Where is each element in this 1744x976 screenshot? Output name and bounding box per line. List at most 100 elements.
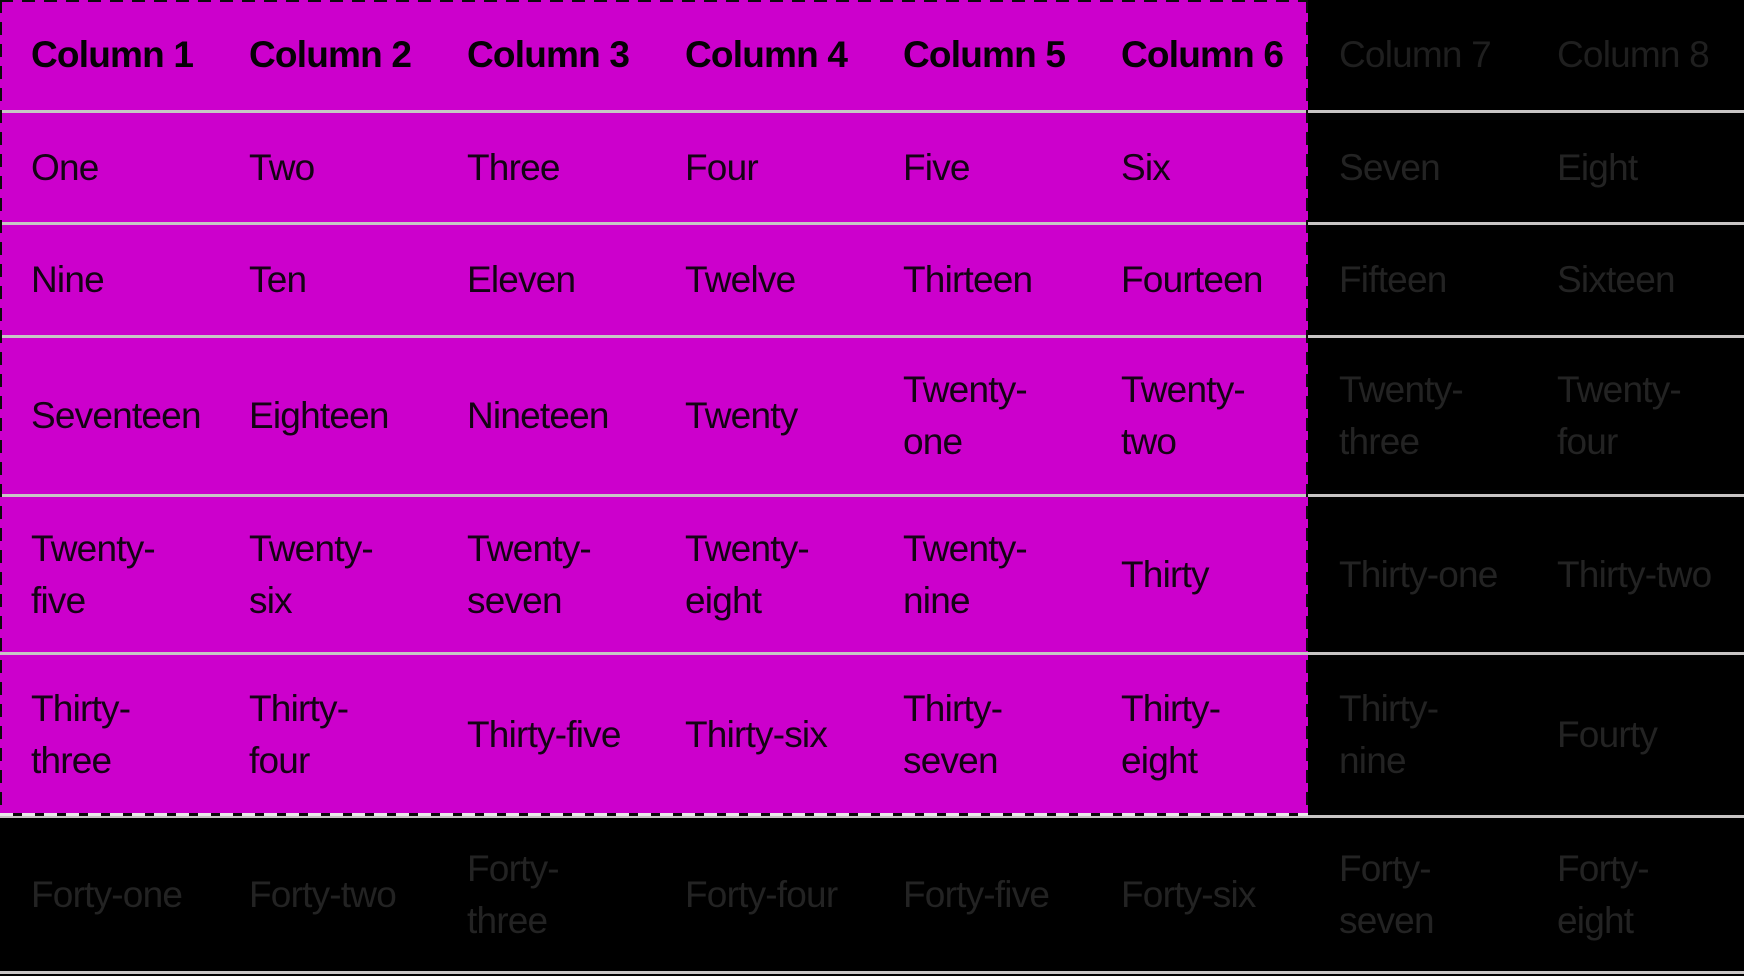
cell-line: Column 6 [1121,34,1284,75]
table-cell[interactable]: Twenty-two [1090,338,1308,494]
cell-line: Forty-five [903,874,1050,915]
cell-line: Twenty- [1121,369,1246,410]
table-cell[interactable]: Seventeen [0,338,218,494]
cell-line: Column 4 [685,34,848,75]
cell-line: Twenty- [903,527,1028,569]
cell-line: Column 1 [31,34,194,75]
cell-line: Nine [31,259,105,300]
header-cell[interactable]: Column 3 [436,0,654,110]
table-cell[interactable]: Forty-four [654,818,872,972]
cell-line: Column 7 [1339,34,1492,75]
cell-line: Column 2 [249,34,412,75]
header-cell[interactable]: Column 6 [1090,0,1308,110]
cell-line: two [1121,421,1177,462]
cell-line: Forty-six [1121,874,1256,915]
header-cell[interactable]: Column 4 [654,0,872,110]
header-cell[interactable]: Column 7 [1308,0,1526,110]
table-cell[interactable]: Ten [218,225,436,335]
cell-line: Twenty- [903,369,1028,410]
table-cell[interactable]: Fourty [1526,655,1744,815]
table-cell[interactable]: Thirty-six [654,655,872,815]
table-cell[interactable]: Thirty-one [1308,497,1526,652]
table-cell[interactable]: Thirteen [872,225,1090,335]
cell-line: four [1557,421,1618,462]
table-cell[interactable]: Fifteen [1308,225,1526,335]
table-cell[interactable]: Forty-eight [1526,818,1744,972]
table-cell[interactable]: Forty-two [218,818,436,972]
cell-line: Twenty- [31,527,156,569]
cell-line: Fifteen [1339,259,1447,300]
cell-line: Eighteen [249,395,389,436]
table-cell[interactable]: Twenty-one [872,338,1090,494]
table-cell[interactable]: Twenty-five [0,497,218,652]
cell-line: seven [1339,900,1435,941]
cell-line: Column 3 [467,34,630,75]
cell-line: Column 8 [1557,34,1710,75]
table-cell[interactable]: Twenty-seven [436,497,654,652]
cell-line: eight [1121,740,1198,781]
table-cell[interactable]: Forty-seven [1308,818,1526,972]
header-cell[interactable]: Column 8 [1526,0,1744,110]
table-cell[interactable]: Twenty [654,338,872,494]
table-cell[interactable]: Seven [1308,113,1526,222]
cell-line: Thirty [1121,553,1210,595]
cell-line: Twenty- [1557,369,1682,410]
cell-line: Thirteen [903,259,1033,300]
table-cell[interactable]: Sixteen [1526,225,1744,335]
cell-line: Twenty- [467,527,592,569]
table-cell[interactable]: Twenty-eight [654,497,872,652]
cell-line: three [1339,421,1420,462]
header-cell[interactable]: Column 2 [218,0,436,110]
table-cell[interactable]: Thirty-seven [872,655,1090,815]
table-cell[interactable]: Thirty-three [0,655,218,815]
table-cell[interactable]: Two [218,113,436,222]
table-cell[interactable]: Eighteen [218,338,436,494]
table-cell[interactable]: One [0,113,218,222]
table-cell[interactable]: Nine [0,225,218,335]
table-cell[interactable]: Fourteen [1090,225,1308,335]
table-cell[interactable]: Forty-six [1090,818,1308,972]
cell-line: three [31,740,112,781]
cell-line: Thirty-two [1557,553,1712,595]
table-cell[interactable]: Forty-five [872,818,1090,972]
table-cell[interactable]: Eleven [436,225,654,335]
header-cell[interactable]: Column 1 [0,0,218,110]
table-cell[interactable]: Twenty-nine [872,497,1090,652]
table-cell[interactable]: Thirty-nine [1308,655,1526,815]
table-cell[interactable]: Five [872,113,1090,222]
table-cell[interactable]: Thirty-four [218,655,436,815]
table-cell[interactable]: Four [654,113,872,222]
cell-line: nine [903,579,971,621]
table-row: Forty-one Forty-two Forty-three Forty-four F… [0,815,1744,972]
header-cell[interactable]: Column 5 [872,0,1090,110]
table-cell[interactable]: Eight [1526,113,1744,222]
cell-line: Twenty- [1339,369,1464,410]
table-cell[interactable]: Thirty [1090,497,1308,652]
table-cell[interactable]: Three [436,113,654,222]
cell-line: Forty-one [31,874,183,915]
cell-line: Forty- [467,848,560,889]
cell-line: Five [903,146,971,188]
table-cell[interactable]: Twelve [654,225,872,335]
table-cell[interactable]: Forty-one [0,818,218,972]
cell-line: Ten [249,259,307,300]
table-cell[interactable]: Twenty-six [218,497,436,652]
cell-line: Nineteen [467,395,610,436]
table-cell[interactable]: Thirty-two [1526,497,1744,652]
cell-line: Eight [1557,146,1638,188]
table-cell[interactable]: Forty-three [436,818,654,972]
table-cell[interactable]: Thirty-five [436,655,654,815]
table-cell[interactable]: Twenty-three [1308,338,1526,494]
cell-line: seven [903,740,999,781]
table-bottom-border [0,971,1744,974]
header-row: Column 1 Column 2 Column 3 Column 4 Column 5… [0,0,1744,110]
cell-line: eight [1557,900,1634,941]
table-cell[interactable]: Nineteen [436,338,654,494]
table-cell[interactable]: Six [1090,113,1308,222]
cell-line: Column 5 [903,34,1066,75]
cell-line: Thirty- [1121,688,1221,729]
table-cell[interactable]: Thirty-eight [1090,655,1308,815]
table-cell[interactable]: Twenty-four [1526,338,1744,494]
cell-line: six [249,579,293,621]
